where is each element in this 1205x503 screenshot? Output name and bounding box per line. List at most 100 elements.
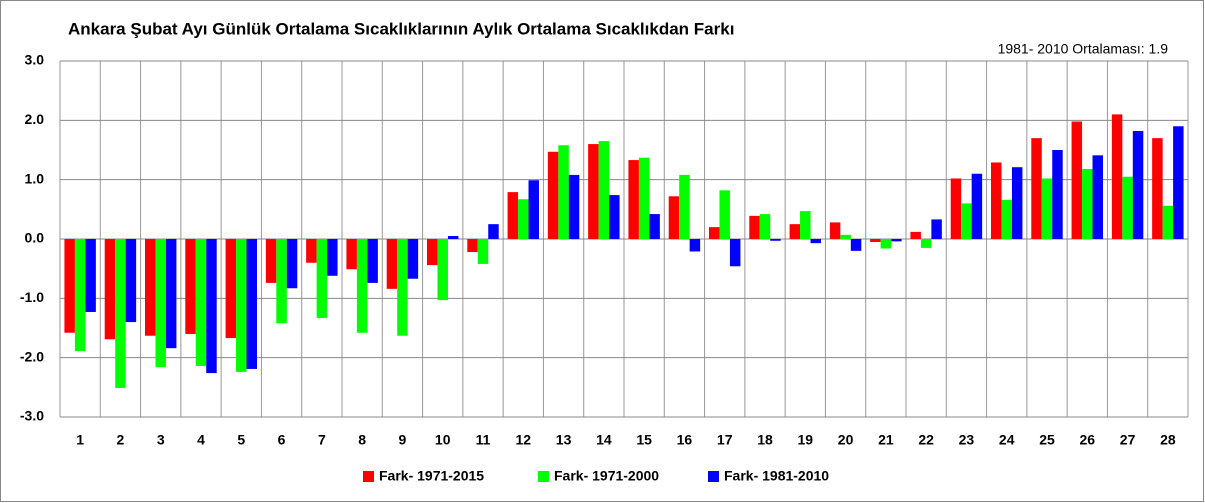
bar bbox=[971, 173, 983, 239]
x-tick-label: 23 bbox=[959, 432, 975, 448]
bar bbox=[1071, 121, 1083, 239]
bar bbox=[528, 180, 539, 239]
x-tick-label: 18 bbox=[757, 432, 773, 448]
bar bbox=[609, 195, 620, 239]
bar bbox=[598, 141, 610, 239]
bar bbox=[991, 162, 1002, 239]
bar bbox=[850, 239, 862, 251]
bar bbox=[1031, 138, 1042, 239]
bar bbox=[1082, 168, 1093, 239]
y-tick-label: -2.0 bbox=[20, 348, 44, 364]
bar bbox=[397, 239, 408, 336]
bar bbox=[467, 239, 478, 253]
x-tick-label: 5 bbox=[237, 432, 245, 448]
y-tick-label: 1.0 bbox=[25, 170, 45, 186]
bar bbox=[961, 203, 972, 239]
bar bbox=[306, 239, 317, 263]
bar bbox=[1011, 167, 1023, 239]
x-tick-label: 9 bbox=[399, 432, 407, 448]
bar bbox=[668, 196, 680, 239]
bar bbox=[115, 239, 126, 388]
bar bbox=[789, 224, 801, 239]
bar bbox=[588, 144, 599, 239]
bar bbox=[628, 160, 639, 239]
x-tick-label: 25 bbox=[1039, 432, 1055, 448]
bar bbox=[246, 239, 257, 369]
x-tick-label: 1 bbox=[76, 432, 84, 448]
bar bbox=[185, 239, 196, 334]
bar bbox=[1132, 131, 1144, 239]
bar bbox=[488, 224, 499, 239]
chart-title: Ankara Şubat Ayı Günlük Ortalama Sıcaklı… bbox=[68, 19, 734, 38]
bar bbox=[236, 239, 247, 372]
bar bbox=[356, 239, 368, 333]
x-tick-label: 6 bbox=[278, 432, 286, 448]
bar bbox=[276, 239, 287, 324]
bar bbox=[931, 219, 942, 239]
x-tick-label: 22 bbox=[918, 432, 934, 448]
x-tick-label: 28 bbox=[1160, 432, 1176, 448]
x-tick-label: 13 bbox=[556, 432, 572, 448]
bar bbox=[74, 239, 86, 352]
bar bbox=[125, 239, 137, 323]
bar bbox=[386, 239, 398, 289]
bar bbox=[195, 239, 207, 366]
legend-label: Fark- 1981-2010 bbox=[724, 468, 829, 484]
x-tick-label: 21 bbox=[878, 432, 894, 448]
x-tick-label: 2 bbox=[117, 432, 125, 448]
legend-swatch bbox=[538, 471, 549, 482]
y-tick-label: -1.0 bbox=[20, 289, 44, 305]
x-tick-label: 12 bbox=[515, 432, 531, 448]
bar bbox=[880, 239, 892, 249]
bar bbox=[891, 239, 902, 242]
bar bbox=[327, 239, 338, 276]
y-tick-label: 2.0 bbox=[25, 111, 45, 127]
bar bbox=[547, 151, 559, 239]
bar bbox=[104, 239, 116, 340]
bar bbox=[447, 236, 459, 239]
bar bbox=[367, 239, 378, 283]
bar bbox=[950, 178, 962, 239]
bar bbox=[1052, 150, 1063, 239]
bar bbox=[558, 145, 569, 239]
x-tick-label: 7 bbox=[318, 432, 326, 448]
bar bbox=[477, 239, 489, 264]
bar bbox=[507, 192, 519, 239]
bar bbox=[165, 239, 177, 349]
bar bbox=[638, 157, 650, 239]
bar bbox=[870, 239, 881, 242]
bar bbox=[85, 239, 96, 312]
y-tick-label: 3.0 bbox=[25, 52, 45, 68]
bar bbox=[679, 174, 690, 239]
bar bbox=[920, 239, 932, 248]
bar bbox=[1122, 176, 1133, 239]
bar bbox=[709, 227, 720, 239]
bar bbox=[155, 239, 166, 368]
x-tick-label: 10 bbox=[435, 432, 451, 448]
bar bbox=[1152, 138, 1163, 239]
bar bbox=[407, 239, 419, 279]
x-tick-label: 15 bbox=[636, 432, 652, 448]
bar bbox=[1173, 126, 1184, 239]
y-tick-label: 0.0 bbox=[25, 230, 45, 246]
bar bbox=[840, 234, 851, 239]
x-tick-label: 14 bbox=[596, 432, 612, 448]
bar bbox=[910, 231, 921, 239]
bar bbox=[145, 239, 156, 336]
bar bbox=[206, 239, 217, 374]
x-tick-label: 26 bbox=[1079, 432, 1095, 448]
bar bbox=[1001, 199, 1012, 239]
bar bbox=[427, 239, 438, 266]
bar bbox=[265, 239, 277, 283]
bar bbox=[225, 239, 237, 339]
bar bbox=[1041, 178, 1053, 239]
bar bbox=[437, 239, 448, 301]
x-tick-label: 20 bbox=[838, 432, 854, 448]
bar bbox=[729, 239, 741, 267]
bar bbox=[770, 239, 781, 241]
x-tick-label: 17 bbox=[717, 432, 733, 448]
y-tick-label: -3.0 bbox=[20, 408, 44, 424]
bar bbox=[719, 190, 730, 239]
legend-swatch bbox=[363, 471, 374, 482]
bar bbox=[1162, 205, 1174, 239]
